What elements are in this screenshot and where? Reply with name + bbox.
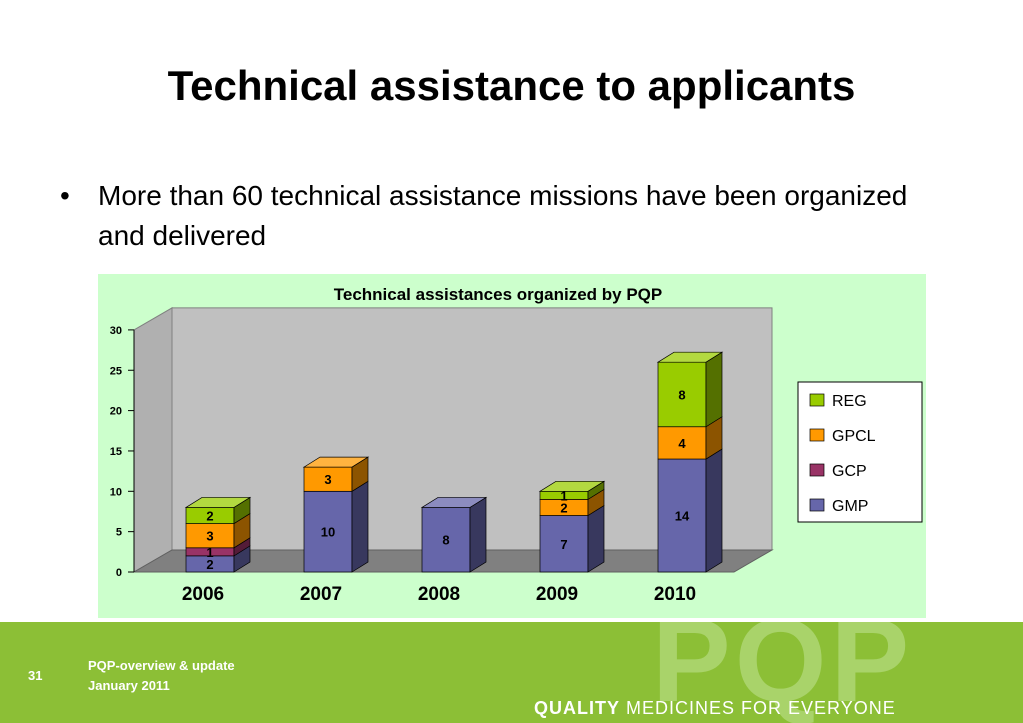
page-number: 31 xyxy=(28,668,43,683)
data-label: 10 xyxy=(321,525,335,540)
data-label: 14 xyxy=(675,509,690,524)
legend-swatch-gcp xyxy=(809,463,825,477)
x-tick-label: 2006 xyxy=(182,584,224,605)
bullet-text: More than 60 technical assistance missio… xyxy=(98,180,908,251)
bar-segment-gmp xyxy=(303,490,353,573)
footer-bar: PQP 31 PQP-overview & update January 201… xyxy=(0,622,1023,723)
y-tick-label: 25 xyxy=(110,365,122,377)
data-label: 3 xyxy=(324,472,331,487)
bar-side-gmp xyxy=(705,448,723,573)
data-label: 2 xyxy=(206,509,213,524)
chart-svg: Technical assistances organized by PQP 0 5… xyxy=(110,285,923,605)
footer-tagline: QUALITY MEDICINES FOR EVERYONE xyxy=(534,698,896,719)
data-label: 1 xyxy=(560,488,567,503)
bar-top-reg xyxy=(656,351,724,363)
bar-side-gmp xyxy=(351,480,369,573)
tagline-bold: QUALITY xyxy=(534,698,620,718)
pqp-logo: PQP xyxy=(652,622,914,723)
data-label: 4 xyxy=(678,436,686,451)
legend-label-reg: REG xyxy=(832,393,867,410)
y-tick-label: 15 xyxy=(110,446,122,458)
side-wall xyxy=(133,307,173,573)
legend-label-gmp: GMP xyxy=(832,498,868,515)
data-label: 7 xyxy=(560,537,567,552)
bar-side-reg xyxy=(705,351,723,428)
slide-title: Technical assistance to applicants xyxy=(167,62,856,109)
bar-segment-reg xyxy=(657,361,707,428)
data-label: 3 xyxy=(206,529,213,544)
y-tick-label: 30 xyxy=(110,325,122,337)
y-tick-label: 5 xyxy=(116,527,122,539)
footer-subtitle: PQP-overview & update xyxy=(88,658,235,673)
bullet-dot: • xyxy=(60,180,70,211)
bar-segment-gmp xyxy=(421,507,471,573)
bar-top-gpcl xyxy=(302,456,370,468)
y-tick-label: 10 xyxy=(110,486,122,498)
legend-swatch-reg xyxy=(809,393,825,407)
chart-title: Technical assistances organized by PQP xyxy=(334,285,662,304)
bar-segment-gpcl xyxy=(303,466,353,492)
bar-side-gmp xyxy=(469,496,487,573)
chart-container: Technical assistances organized by PQP 0 5… xyxy=(98,274,926,618)
bar-top-reg xyxy=(184,497,252,508)
bar-side-gmp xyxy=(587,504,605,573)
data-label: 2 xyxy=(206,557,213,572)
legend-label-gpcl: GPCL xyxy=(832,428,876,445)
y-tick-label: 20 xyxy=(110,406,122,418)
legend-label-gcp: GCP xyxy=(832,463,867,480)
legend-swatch-gmp xyxy=(809,498,825,512)
x-tick-label: 2008 xyxy=(418,584,460,605)
legend-swatch-gpcl xyxy=(809,428,825,442)
bar-top-gmp xyxy=(420,497,488,508)
bar-segment-gmp xyxy=(657,458,707,573)
data-label: 1 xyxy=(206,545,213,560)
tagline-rest: MEDICINES FOR EVERYONE xyxy=(620,698,896,718)
x-tick-label: 2009 xyxy=(536,584,578,605)
data-label: 8 xyxy=(442,533,449,548)
x-tick-label: 2010 xyxy=(654,584,696,605)
bar-top-reg xyxy=(538,480,606,492)
footer-date: January 2011 xyxy=(88,678,170,693)
x-tick-label: 2007 xyxy=(300,584,342,605)
data-label: 2 xyxy=(560,500,567,515)
data-label: 8 xyxy=(678,387,685,402)
y-tick-label: 0 xyxy=(116,567,122,579)
